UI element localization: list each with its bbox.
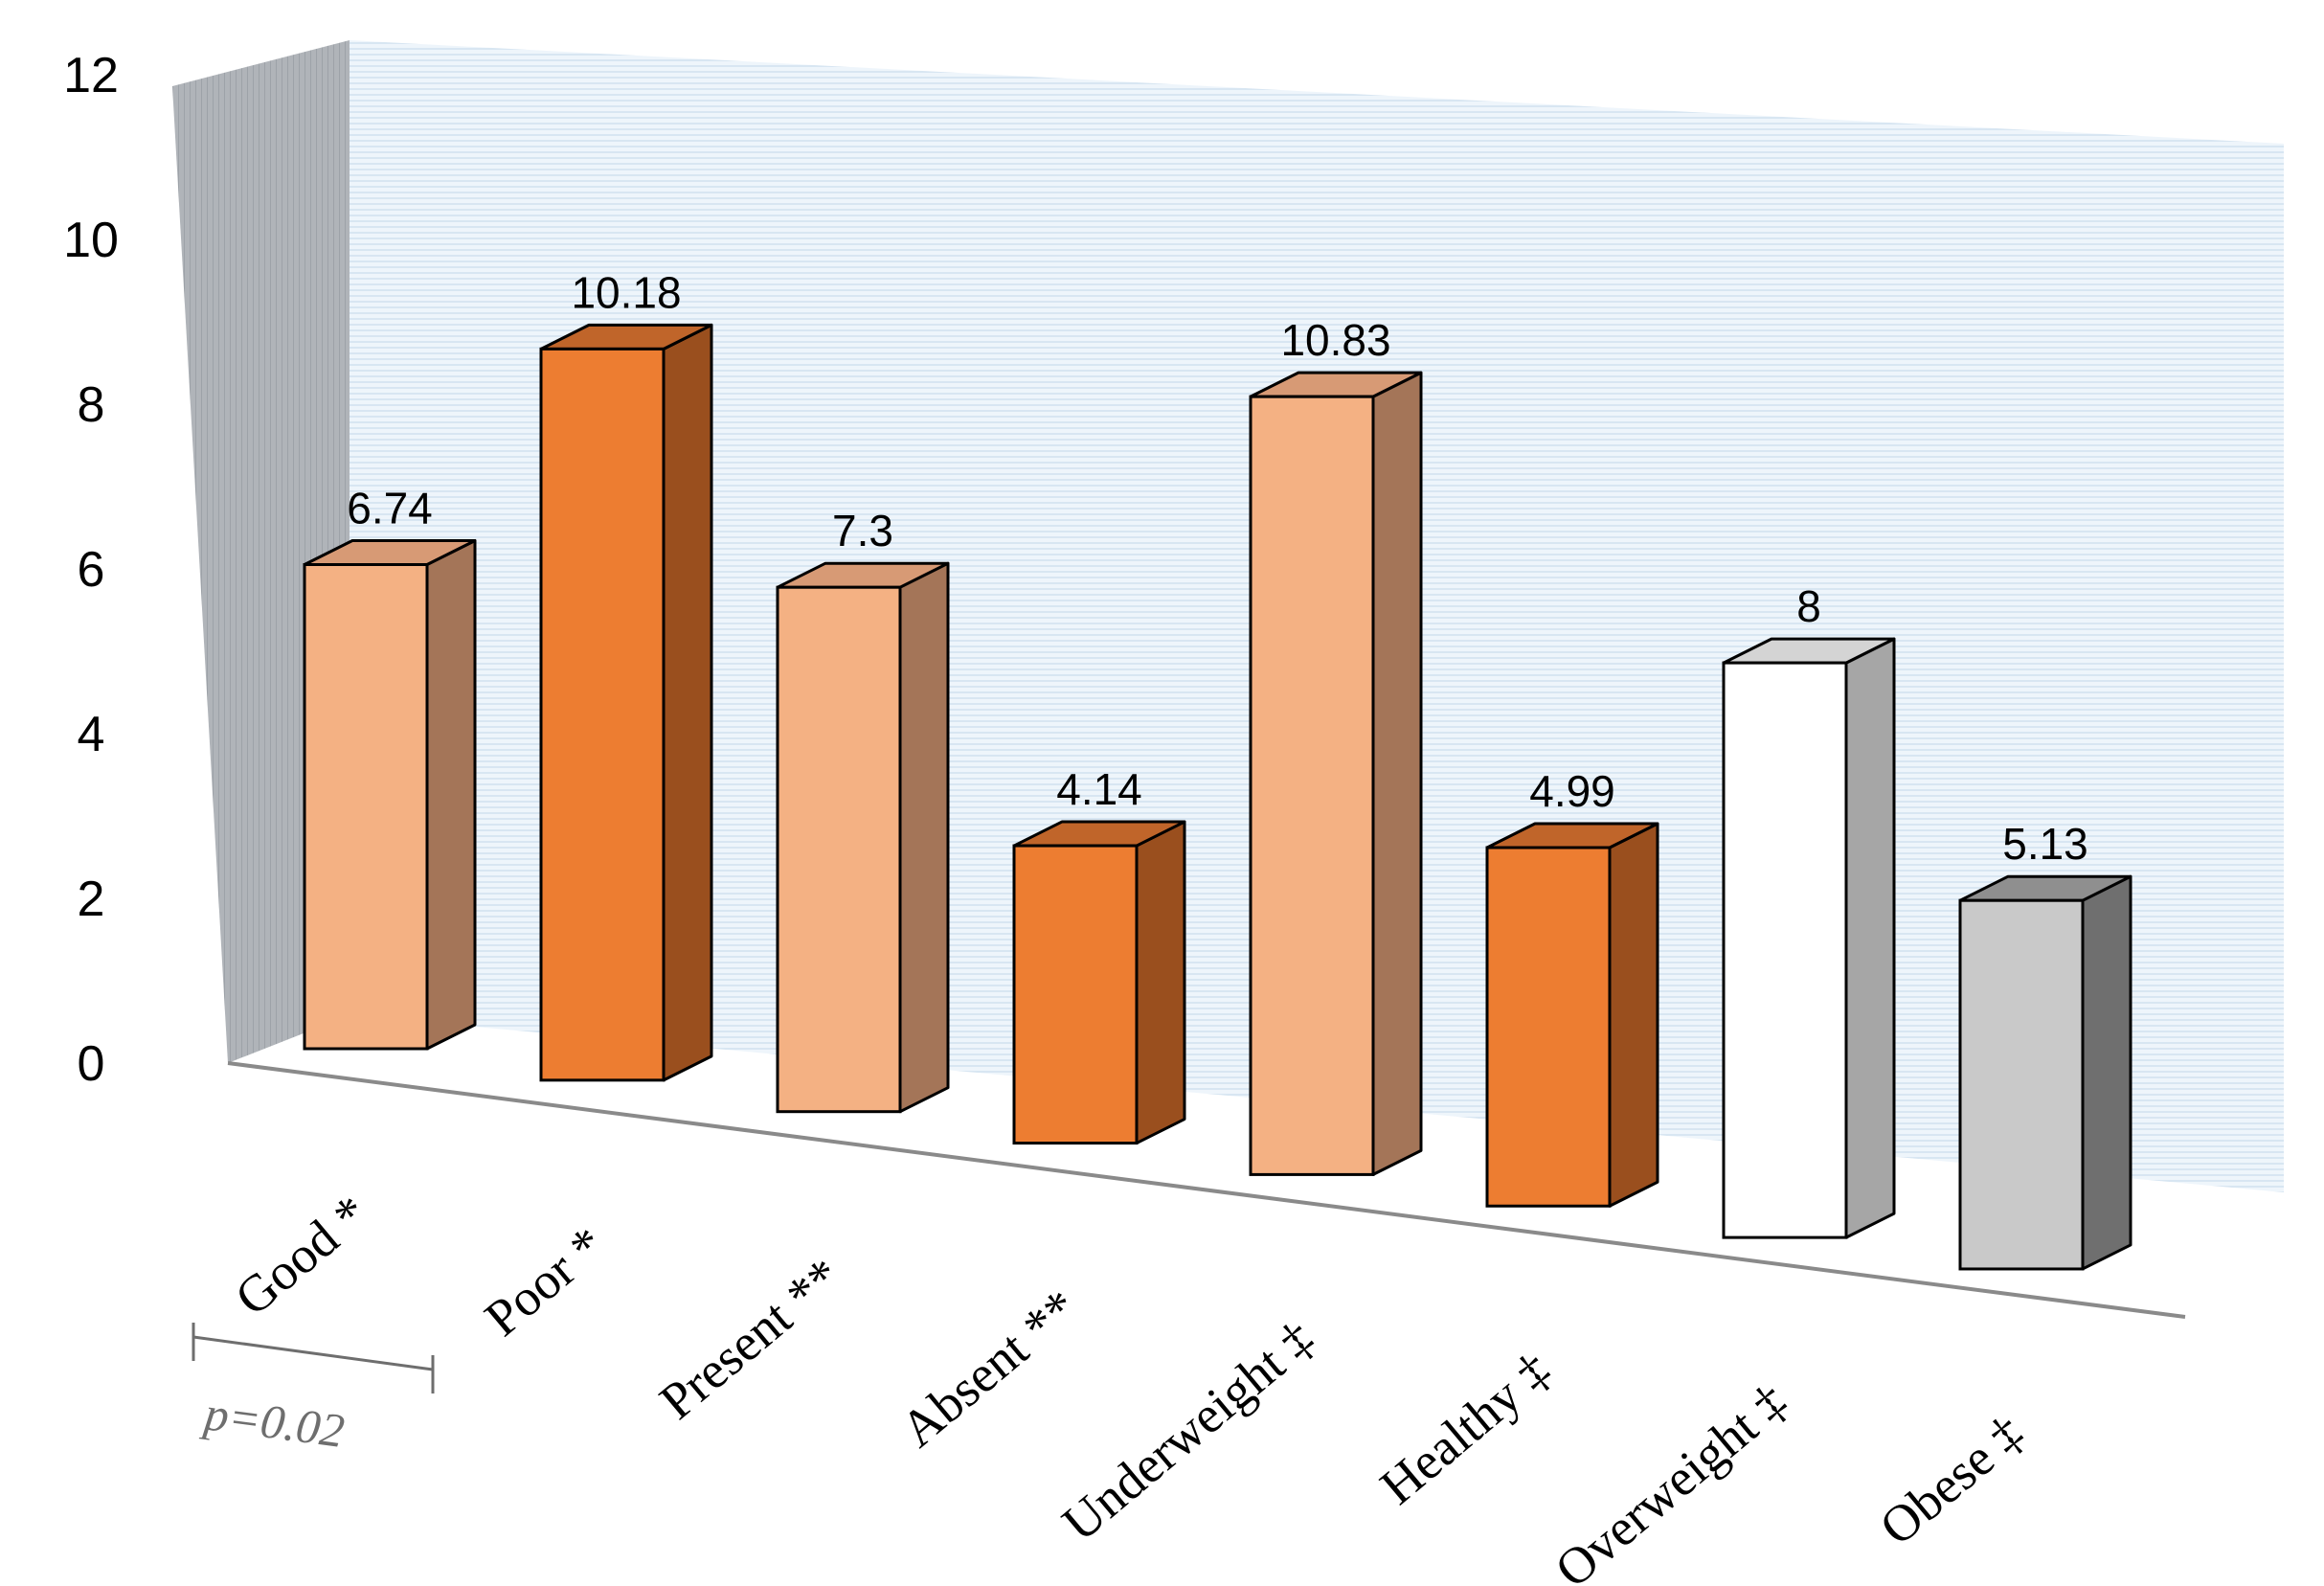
bar bbox=[1485, 822, 1659, 1208]
bar-front bbox=[539, 347, 666, 1082]
x-tick-label: Healthy ‡ bbox=[1369, 1341, 1562, 1515]
value-label: 4.99 bbox=[1529, 766, 1615, 816]
x-tick-label: Good * bbox=[224, 1184, 379, 1326]
x-axis-labels: Good * Poor * Present ** Absent **Underweig… bbox=[224, 1184, 2035, 1586]
x-tick-label: Present ** bbox=[649, 1247, 852, 1431]
value-label: 4.14 bbox=[1056, 764, 1142, 814]
y-tick-label: 4 bbox=[78, 707, 105, 762]
value-label: 6.74 bbox=[347, 484, 433, 533]
bar-front bbox=[776, 585, 902, 1114]
floor-edge bbox=[227, 1061, 2186, 1319]
y-tick-label: 8 bbox=[78, 377, 105, 433]
x-tick-label: Absent ** bbox=[890, 1279, 1088, 1459]
bar-side bbox=[425, 539, 477, 1051]
p-value-label: p=0.02 bbox=[199, 1386, 348, 1458]
bars bbox=[303, 323, 2132, 1271]
p-value-bracket: p=0.02 bbox=[192, 1323, 435, 1458]
bar-front bbox=[1722, 661, 1848, 1239]
bar-side bbox=[1371, 371, 1423, 1176]
x-tick-label: Underweight ‡ bbox=[1051, 1310, 1325, 1552]
y-tick-label: 0 bbox=[78, 1036, 105, 1092]
bar bbox=[303, 539, 477, 1051]
bar bbox=[1958, 874, 2132, 1271]
value-label: 10.83 bbox=[1280, 315, 1390, 365]
bar-side bbox=[2081, 874, 2132, 1271]
bar-front bbox=[1958, 898, 2085, 1271]
y-tick-label: 6 bbox=[78, 542, 105, 598]
value-label: 8 bbox=[1796, 581, 1821, 631]
bar-front bbox=[1012, 844, 1139, 1145]
value-label: 7.3 bbox=[832, 506, 893, 555]
x-tick-label: Overweight ‡ bbox=[1545, 1372, 1798, 1586]
bar bbox=[1722, 637, 1896, 1239]
bar-side bbox=[1135, 820, 1186, 1145]
y-tick-label: 2 bbox=[78, 872, 105, 927]
bar bbox=[539, 323, 713, 1082]
bar-side bbox=[1844, 637, 1896, 1239]
bar bbox=[1012, 820, 1186, 1145]
bar-side bbox=[1608, 822, 1659, 1208]
y-tick-label: 10 bbox=[63, 213, 119, 268]
value-label: 10.18 bbox=[571, 267, 681, 317]
bar-front bbox=[1485, 846, 1612, 1208]
bar bbox=[776, 561, 950, 1114]
value-label: 5.13 bbox=[2002, 819, 2088, 869]
x-tick-label: Obese ‡ bbox=[1869, 1404, 2035, 1556]
bar-side bbox=[662, 323, 713, 1082]
value-labels: 6.74 10.18 7.3 4.14 10.83 4.99 8 5.13 bbox=[347, 267, 2088, 869]
bar-front bbox=[1249, 395, 1375, 1176]
bar bbox=[1249, 371, 1423, 1176]
bar-side bbox=[898, 561, 950, 1114]
y-tick-label: 12 bbox=[63, 48, 119, 103]
bar-front bbox=[303, 563, 429, 1051]
y-axis-ticks: 0 2 4 6 8 10 12 bbox=[63, 48, 119, 1092]
x-tick-label: Poor * bbox=[474, 1215, 616, 1348]
